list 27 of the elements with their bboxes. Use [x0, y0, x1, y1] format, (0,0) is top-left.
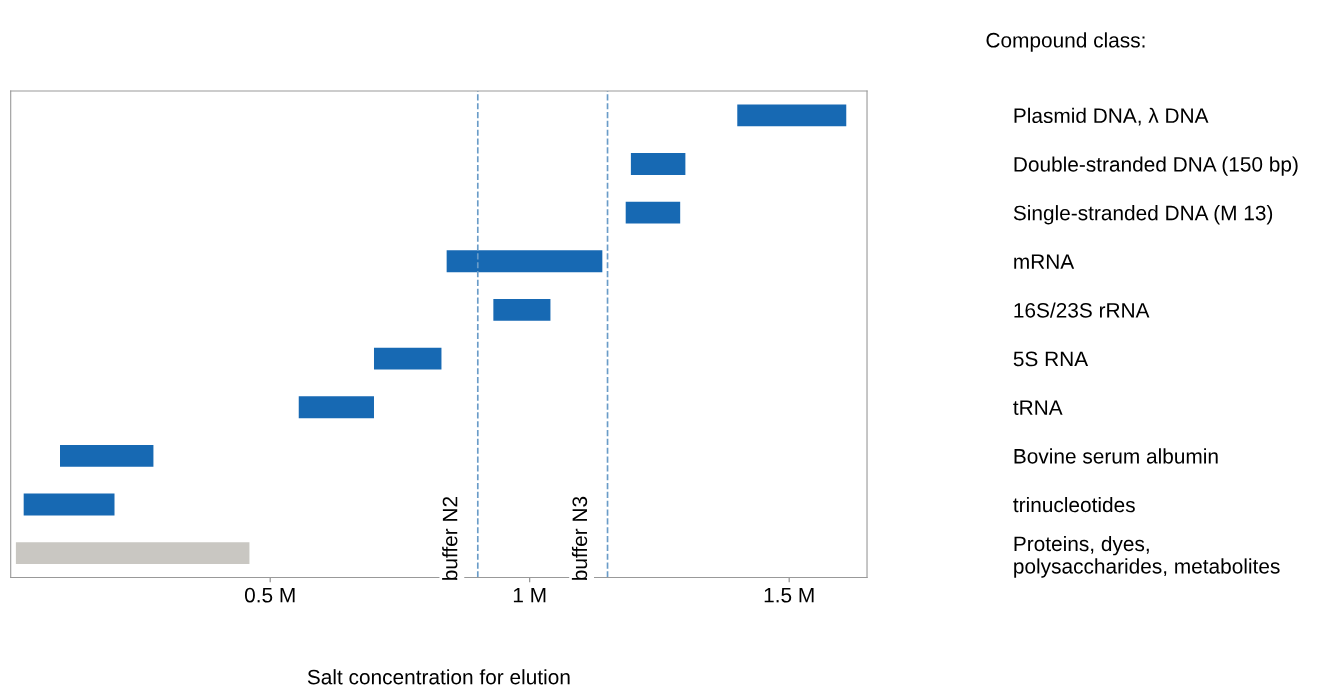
x-tick-label: 1.5 M — [764, 587, 814, 603]
bar — [493, 298, 551, 321]
y-tick-label: Proteins, dyes, polysaccharides, metabolites — [1014, 535, 1280, 578]
ref-line-label: buffer N3 — [571, 496, 588, 580]
x-tick-label: 1 M — [513, 587, 546, 603]
bar — [298, 396, 374, 419]
y-tick-label: 5S RNA — [1013, 351, 1089, 367]
bar — [625, 201, 681, 224]
y-tick-label: mRNA — [1014, 254, 1075, 269]
y-tick-label: Plasmid DNA, λ DNA — [1014, 107, 1209, 126]
ref-line-label: buffer N2 — [442, 496, 458, 580]
y-tick-label: tRNA — [1013, 400, 1063, 415]
bar — [737, 104, 847, 127]
bar — [630, 153, 686, 175]
bar — [446, 250, 603, 273]
y-axis-title: Compound class: — [986, 32, 1145, 52]
x-tick-label: 0.5 M — [244, 587, 295, 603]
y-tick-label: 16S/23S rRNA — [1014, 302, 1150, 318]
bar — [23, 493, 115, 516]
y-tick-label: trinucleotides — [1013, 496, 1135, 513]
x-axis-title: Salt concentration for elution — [307, 669, 570, 685]
y-tick-label: Single-stranded DNA (M 13) — [1013, 205, 1273, 225]
bar — [373, 347, 442, 370]
bar — [15, 542, 250, 565]
bar — [60, 444, 154, 467]
y-tick-label: Double-stranded DNA (150 bp) — [1014, 156, 1298, 176]
y-tick-label: Bovine serum albumin — [1014, 448, 1218, 464]
